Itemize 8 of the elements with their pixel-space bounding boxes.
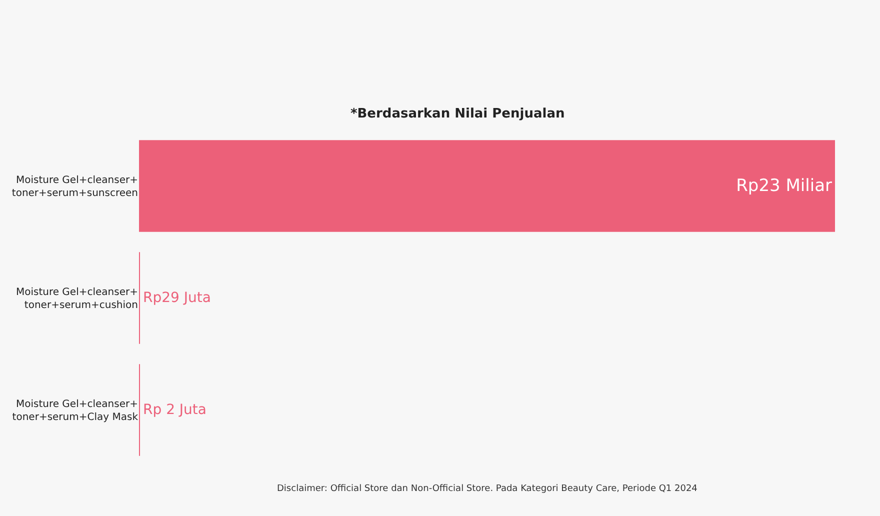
data-label: Rp29 Juta	[143, 290, 211, 306]
chart-title: *Berdasarkan Nilai Penjualan	[350, 106, 565, 122]
data-label: Rp 2 Juta	[143, 402, 206, 418]
y-tick-label: Moisture Gel+cleanser+toner+serum+cushion	[16, 287, 138, 311]
y-tick-label: Moisture Gel+cleanser+toner+serum+Clay Mask	[12, 399, 138, 423]
data-label: Rp23 Miliar	[736, 176, 832, 196]
y-tick-label: Moisture Gel+cleanser+toner+serum+sunscreen	[12, 175, 138, 199]
text: Disclaimer: Official Store dan Non-Official Store. Pada Kategori Beauty Care, Periode Q1 2024	[277, 484, 698, 494]
